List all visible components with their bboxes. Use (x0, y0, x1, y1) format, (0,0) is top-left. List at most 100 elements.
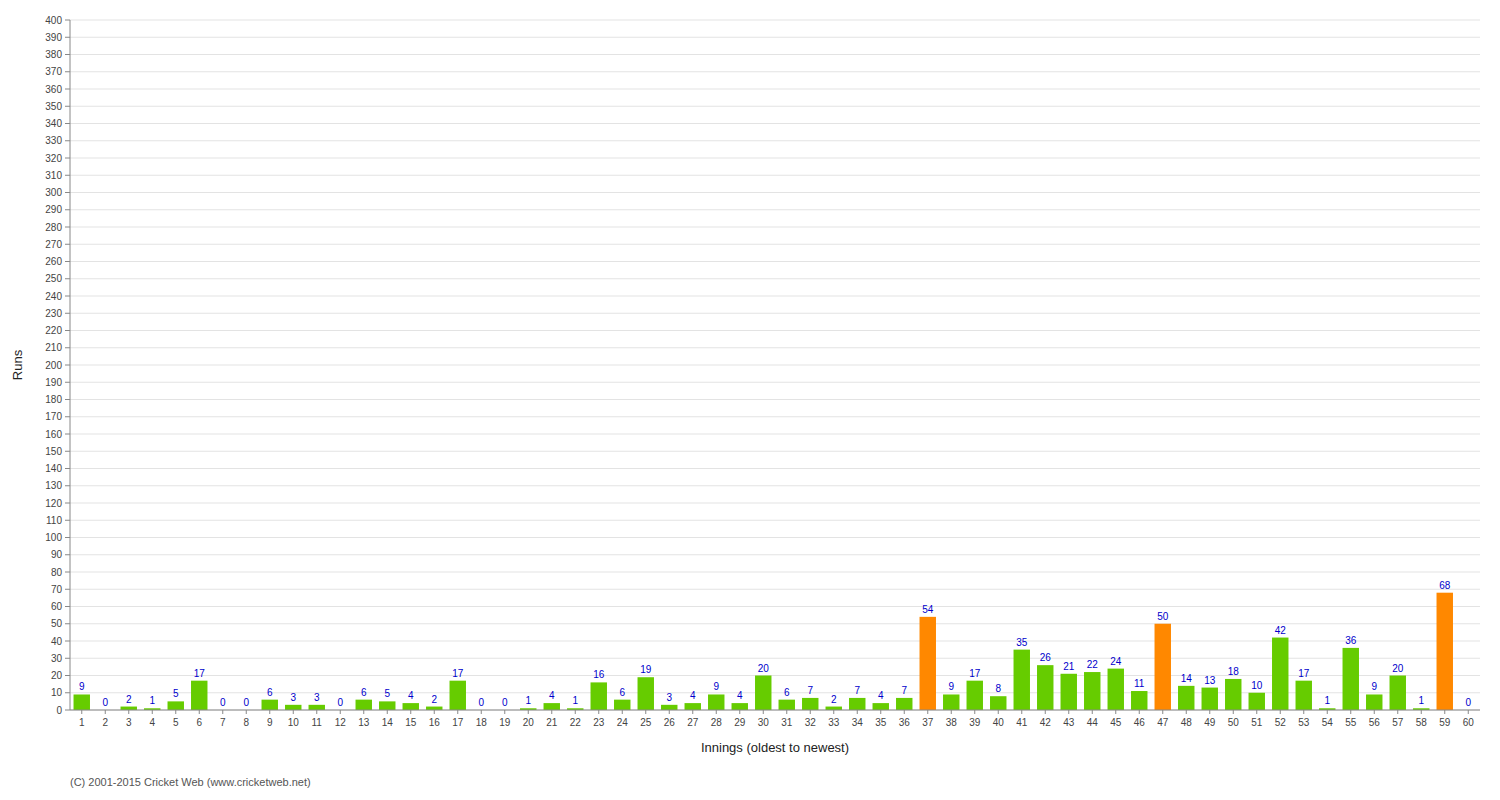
x-tick (1303, 710, 1304, 714)
x-tick (786, 710, 787, 714)
data-label: 5 (173, 688, 179, 699)
x-tick (1139, 710, 1140, 714)
y-tick-label: 290 (45, 204, 62, 215)
x-tick-label: 22 (570, 717, 582, 728)
grid-line (70, 710, 1480, 711)
x-tick-label: 45 (1110, 717, 1122, 728)
y-tick-label: 180 (45, 394, 62, 405)
x-tick-label: 25 (640, 717, 652, 728)
bar (1014, 650, 1030, 710)
x-tick-label: 11 (312, 717, 323, 728)
y-tick-label: 380 (45, 49, 62, 60)
y-tick-label: 130 (45, 480, 62, 491)
data-label: 0 (1465, 697, 1471, 708)
x-tick (340, 710, 341, 714)
grid-line (70, 692, 1480, 693)
y-tick (65, 416, 70, 417)
data-label: 20 (1392, 663, 1404, 674)
x-axis-label: Innings (oldest to newest) (701, 740, 849, 755)
data-label: 42 (1275, 625, 1287, 636)
y-tick-label: 250 (45, 273, 62, 284)
data-label: 36 (1345, 635, 1357, 646)
y-axis-label: Runs (10, 349, 25, 380)
grid-line (70, 641, 1480, 642)
data-label: 4 (737, 690, 743, 701)
y-tick (65, 175, 70, 176)
y-tick (65, 589, 70, 590)
bar (1037, 665, 1053, 710)
y-tick-label: 0 (56, 705, 62, 716)
bar (1390, 676, 1406, 711)
x-tick (880, 710, 881, 714)
data-label: 1 (572, 695, 578, 706)
grid-line (70, 227, 1480, 228)
x-tick (927, 710, 928, 714)
y-tick-label: 110 (46, 515, 62, 526)
bar (920, 617, 936, 710)
grid-line (70, 468, 1480, 469)
y-tick-label: 300 (45, 187, 62, 198)
x-tick-label: 38 (946, 717, 958, 728)
x-tick-label: 27 (687, 717, 699, 728)
data-label: 4 (408, 690, 414, 701)
x-tick (457, 710, 458, 714)
x-tick (951, 710, 952, 714)
x-axis-line (70, 710, 1480, 711)
x-tick (363, 710, 364, 714)
y-axis: 0102030405060708090100110120130140150160… (45, 15, 70, 716)
x-tick (1444, 710, 1445, 714)
grid-line (70, 192, 1480, 193)
data-label: 24 (1110, 656, 1122, 667)
grid-line (70, 71, 1480, 72)
x-tick-label: 7 (220, 717, 226, 728)
data-label: 9 (79, 681, 85, 692)
data-label: 17 (1298, 668, 1310, 679)
y-tick-label: 60 (51, 601, 63, 612)
x-tick (1162, 710, 1163, 714)
bar (1366, 694, 1382, 710)
chart: 0102030405060708090100110120130140150160… (0, 0, 1500, 800)
y-tick-label: 280 (45, 222, 62, 233)
grid-line (70, 313, 1480, 314)
x-tick-label: 56 (1369, 717, 1381, 728)
data-label: 1 (149, 695, 155, 706)
x-tick-label: 1 (79, 717, 85, 728)
x-tick-label: 5 (173, 717, 179, 728)
bar (191, 681, 207, 710)
y-tick-label: 100 (45, 532, 62, 543)
x-tick (1468, 710, 1469, 714)
y-tick (65, 572, 70, 573)
x-tick (175, 710, 176, 714)
y-tick (65, 434, 70, 435)
y-tick-label: 390 (45, 32, 62, 43)
x-tick (974, 710, 975, 714)
x-axis: 1234567891011121314151617181920212223242… (70, 710, 1480, 728)
grid-line (70, 37, 1480, 38)
grid-line (70, 537, 1480, 538)
data-label: 7 (807, 685, 813, 696)
x-tick (1374, 710, 1375, 714)
x-tick (1186, 710, 1187, 714)
x-tick-label: 31 (781, 717, 793, 728)
grid-line (70, 589, 1480, 590)
data-label: 54 (922, 604, 934, 615)
x-tick (1021, 710, 1022, 714)
data-label: 0 (478, 697, 484, 708)
x-tick-label: 54 (1322, 717, 1334, 728)
x-tick-label: 49 (1204, 717, 1216, 728)
bars (74, 593, 1453, 710)
bar (661, 705, 677, 710)
grid-line (70, 365, 1480, 366)
bar (1225, 679, 1241, 710)
x-tick (1327, 710, 1328, 714)
x-tick-label: 13 (358, 717, 370, 728)
y-tick-label: 360 (45, 84, 62, 95)
x-tick-label: 47 (1157, 717, 1169, 728)
bar (802, 698, 818, 710)
y-tick (65, 37, 70, 38)
bar (826, 707, 842, 710)
data-label: 26 (1040, 652, 1052, 663)
y-tick (65, 313, 70, 314)
y-tick (65, 399, 70, 400)
y-tick-label: 120 (45, 498, 62, 509)
